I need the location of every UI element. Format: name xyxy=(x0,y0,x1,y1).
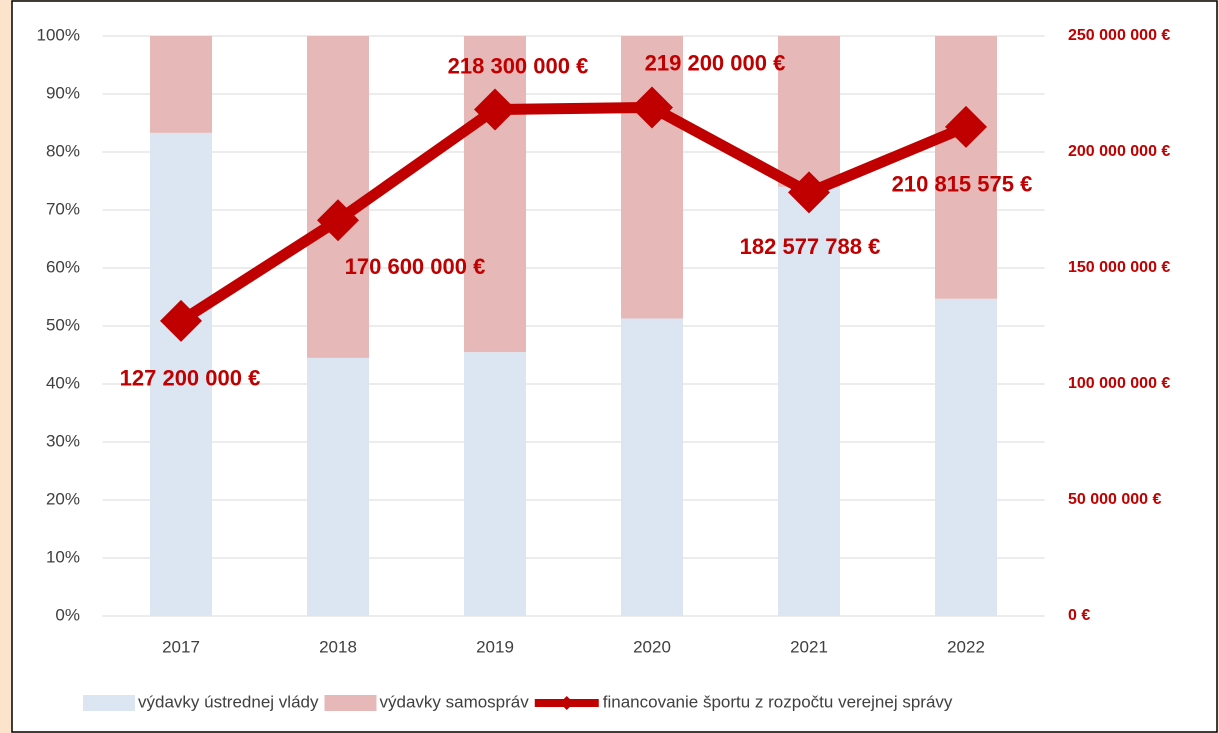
bar-segment xyxy=(621,36,683,319)
line xyxy=(178,101,969,326)
x-tick-label: 2020 xyxy=(633,637,671,656)
bar-segment xyxy=(464,36,526,353)
y2-tick-label: 250 000 000 € xyxy=(1068,27,1170,44)
data-label: 182 577 788 € xyxy=(740,234,881,259)
marker xyxy=(945,105,987,148)
bar-segment xyxy=(150,132,212,617)
chart-frame xyxy=(11,0,1218,733)
bar-segment xyxy=(307,357,369,616)
bar-segment xyxy=(778,186,840,617)
y-tick-label: 20% xyxy=(46,489,80,508)
y2-tick-label: 100 000 000 € xyxy=(1068,375,1170,392)
y-tick-label: 70% xyxy=(46,199,80,218)
marker xyxy=(474,88,516,131)
bar-segment xyxy=(150,36,212,133)
data-label: 127 200 000 € xyxy=(120,366,261,391)
marker xyxy=(788,171,830,214)
data-label: 219 200 000 € xyxy=(645,50,786,75)
bar-segment xyxy=(464,352,526,616)
y2-tick-label: 150 000 000 € xyxy=(1068,259,1170,276)
legend-label: financovanie športu z rozpočtu verejnej … xyxy=(603,692,953,711)
y-tick-label: 40% xyxy=(46,373,80,392)
data-label: 170 600 000 € xyxy=(345,254,486,279)
marker xyxy=(631,86,673,129)
y-tick-label: 0% xyxy=(55,605,80,624)
x-tick-label: 2019 xyxy=(476,637,514,656)
bar-segment xyxy=(935,36,997,299)
y-tick-label: 30% xyxy=(46,431,80,450)
bar-segment xyxy=(621,318,683,616)
y2-tick-label: 0 € xyxy=(1068,607,1090,624)
data-label: 218 300 000 € xyxy=(448,53,589,78)
x-tick-label: 2017 xyxy=(162,637,200,656)
legend-swatch xyxy=(559,696,574,710)
marker xyxy=(317,199,359,242)
y-tick-label: 90% xyxy=(46,83,80,102)
y-tick-label: 100% xyxy=(37,25,80,44)
data-label: 210 815 575 € xyxy=(892,172,1033,197)
y-tick-label: 50% xyxy=(46,315,80,334)
legend-swatch xyxy=(324,695,377,711)
bar-segment xyxy=(778,36,840,187)
x-tick-label: 2022 xyxy=(947,637,985,656)
legend-label: výdavky ústrednej vlády xyxy=(138,692,319,711)
x-tick-label: 2018 xyxy=(319,637,357,656)
y2-tick-label: 50 000 000 € xyxy=(1068,491,1162,508)
y-tick-label: 60% xyxy=(46,257,80,276)
marker xyxy=(160,299,202,342)
x-tick-label: 2021 xyxy=(790,637,828,656)
bar-segment xyxy=(307,36,369,358)
bar-segment xyxy=(935,298,997,616)
legend-label: výdavky samospráv xyxy=(379,692,529,711)
legend-swatch xyxy=(83,695,135,711)
y-tick-label: 10% xyxy=(46,547,80,566)
y-tick-label: 80% xyxy=(46,141,80,160)
y2-tick-label: 200 000 000 € xyxy=(1068,143,1170,160)
